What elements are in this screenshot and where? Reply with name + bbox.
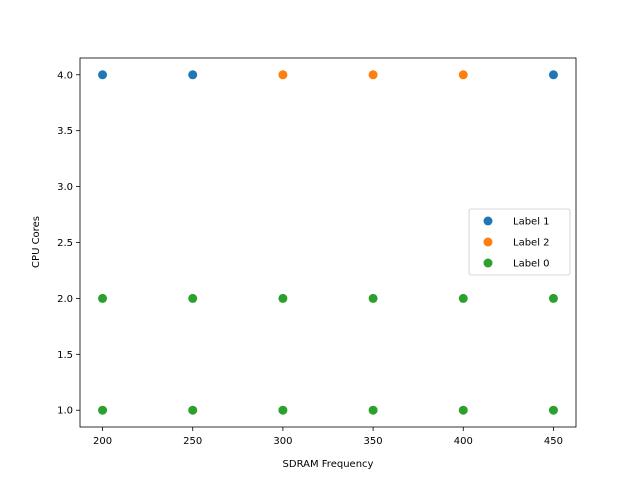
x-tick-label: 250: [183, 436, 202, 447]
y-axis-label: CPU Cores: [31, 216, 42, 268]
data-point: [368, 405, 378, 415]
data-point: [548, 405, 558, 415]
y-tick-label: 3.0: [57, 182, 73, 193]
plot-area: [98, 70, 558, 415]
x-tick-label: 200: [93, 436, 112, 447]
x-tick-label: 400: [454, 436, 473, 447]
x-tick-label: 450: [544, 436, 563, 447]
y-tick-label: 1.0: [57, 406, 73, 417]
data-point: [188, 405, 198, 415]
y-tick-label: 3.5: [57, 126, 73, 137]
data-point: [278, 405, 288, 415]
data-point: [278, 70, 288, 80]
data-point: [278, 293, 288, 303]
legend-marker: [483, 216, 493, 226]
legend-label: Label 0: [513, 259, 550, 270]
x-tick-label: 300: [273, 436, 292, 447]
data-point: [188, 70, 198, 80]
legend-box: [468, 208, 571, 276]
x-tick-label: 350: [364, 436, 383, 447]
data-point: [368, 70, 378, 80]
y-tick-label: 2.5: [57, 238, 73, 249]
legend-label: Label 2: [513, 238, 550, 249]
data-point: [98, 70, 108, 80]
axes: 200 250 300 350 400 450 1.0 1.5 2.0 2.5 3.0 3.5 4.0: [57, 57, 577, 447]
legend-marker: [483, 258, 493, 268]
data-point: [98, 405, 108, 415]
data-point: [458, 405, 468, 415]
data-point: [458, 293, 468, 303]
data-point: [188, 293, 198, 303]
y-tick-label: 2.0: [57, 294, 73, 305]
x-axis-label: SDRAM Frequency: [283, 459, 374, 470]
data-point: [458, 70, 468, 80]
legend: Label 1 Label 2 Label 0: [468, 208, 571, 276]
legend-marker: [483, 237, 493, 247]
data-point: [368, 293, 378, 303]
data-point: [548, 293, 558, 303]
data-point: [548, 70, 558, 80]
data-point: [98, 293, 108, 303]
y-tick-label: 1.5: [57, 350, 73, 361]
y-tick-label: 4.0: [57, 70, 73, 81]
legend-label: Label 1: [513, 217, 550, 228]
